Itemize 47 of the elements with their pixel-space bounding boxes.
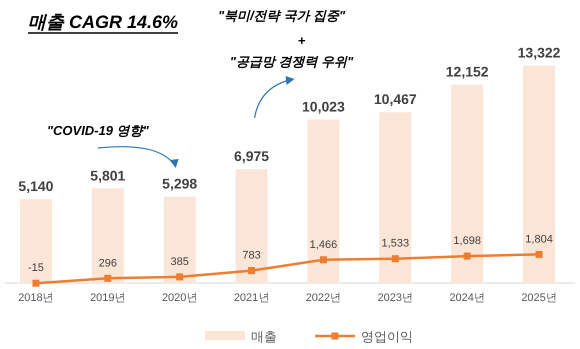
data-label: 6,975 bbox=[234, 148, 270, 164]
text: + bbox=[298, 33, 306, 48]
x-tick-label: 2021년 bbox=[234, 292, 270, 304]
data-label: 10,023 bbox=[302, 98, 346, 114]
x-tick-label: 2022년 bbox=[306, 292, 342, 304]
data-label: 385 bbox=[170, 256, 189, 268]
bar bbox=[379, 112, 412, 283]
data-label: 296 bbox=[98, 257, 117, 270]
bar bbox=[451, 84, 484, 283]
bar bbox=[307, 119, 340, 283]
x-tick-label: 2025년 bbox=[521, 292, 557, 304]
legend-label: 매출 bbox=[251, 329, 277, 344]
point bbox=[464, 252, 471, 260]
bar bbox=[236, 169, 268, 283]
data-label: 5,801 bbox=[90, 167, 126, 184]
x-tick-label: 2023년 bbox=[378, 292, 414, 304]
data-label: 1,804 bbox=[525, 233, 553, 246]
x-tick-label: 2020년 bbox=[162, 292, 198, 304]
data-label: -15 bbox=[28, 262, 44, 274]
chart-title: 매출 CAGR 14.6% bbox=[28, 12, 178, 32]
point bbox=[320, 256, 327, 264]
bar bbox=[20, 199, 52, 283]
data-label: 10,467 bbox=[374, 91, 417, 108]
point bbox=[32, 280, 40, 287]
bar bbox=[92, 188, 124, 283]
point bbox=[536, 250, 543, 258]
data-label: 13,322 bbox=[518, 44, 561, 61]
point bbox=[104, 274, 112, 282]
x-tick-label: 2019년 bbox=[90, 292, 126, 304]
x-tick-label: 2018년 bbox=[18, 292, 54, 304]
legend-label: 영업이익 bbox=[361, 329, 413, 344]
data-label: 1,466 bbox=[310, 238, 338, 251]
point bbox=[248, 267, 256, 274]
data-label: 783 bbox=[242, 250, 261, 262]
annotation: "COVID-19 영향" bbox=[46, 123, 150, 138]
data-label: 1,698 bbox=[453, 235, 481, 248]
x-tick-label: 2024년 bbox=[449, 292, 485, 304]
data-label: 12,152 bbox=[446, 64, 489, 80]
bar bbox=[164, 196, 196, 283]
data-label: 1,533 bbox=[382, 238, 410, 250]
bar bbox=[523, 66, 556, 283]
text: "북미/전략 국가 집중" bbox=[218, 8, 346, 23]
point bbox=[392, 255, 399, 262]
point bbox=[176, 273, 184, 280]
data-label: 5,140 bbox=[18, 178, 54, 194]
annotation: "공급망 경쟁력 우위" bbox=[230, 54, 354, 69]
data-label: 5,298 bbox=[162, 176, 198, 192]
